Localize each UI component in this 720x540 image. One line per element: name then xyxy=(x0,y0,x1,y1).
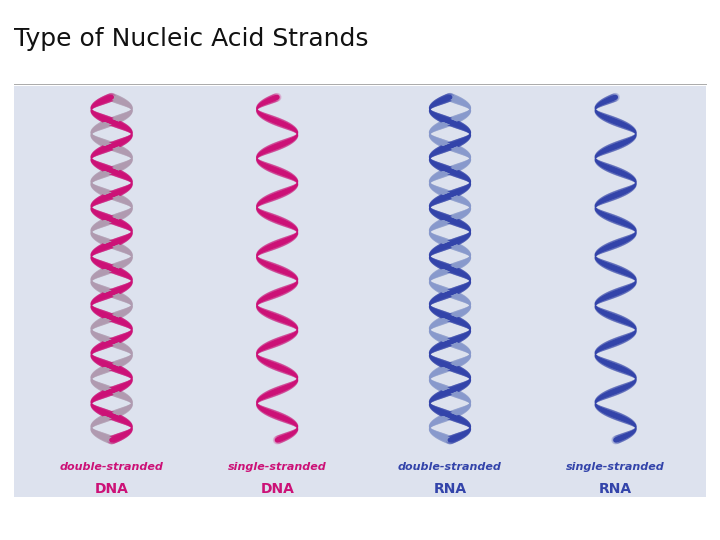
Text: RNA: RNA xyxy=(599,482,632,496)
Text: DNA: DNA xyxy=(94,482,129,496)
Text: Type of Nucleic Acid Strands: Type of Nucleic Acid Strands xyxy=(14,27,369,51)
Text: DNA: DNA xyxy=(260,482,294,496)
Text: double-stranded: double-stranded xyxy=(60,462,163,472)
Text: single-stranded: single-stranded xyxy=(566,462,665,472)
Text: single-stranded: single-stranded xyxy=(228,462,327,472)
Bar xyxy=(14,86,706,497)
Text: RNA: RNA xyxy=(433,482,467,496)
Text: double-stranded: double-stranded xyxy=(398,462,502,472)
